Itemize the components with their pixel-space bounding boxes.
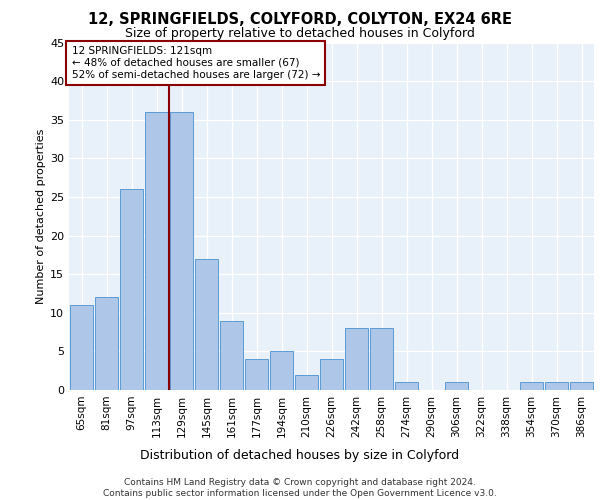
Text: Size of property relative to detached houses in Colyford: Size of property relative to detached ho… bbox=[125, 28, 475, 40]
Bar bbox=[345, 328, 368, 390]
Bar bbox=[95, 298, 118, 390]
Text: 12 SPRINGFIELDS: 121sqm
← 48% of detached houses are smaller (67)
52% of semi-de: 12 SPRINGFIELDS: 121sqm ← 48% of detache… bbox=[71, 46, 320, 80]
Bar bbox=[395, 382, 418, 390]
Bar bbox=[270, 352, 293, 390]
Text: Distribution of detached houses by size in Colyford: Distribution of detached houses by size … bbox=[140, 450, 460, 462]
Bar bbox=[520, 382, 543, 390]
Bar bbox=[295, 374, 318, 390]
Bar bbox=[70, 305, 93, 390]
Bar bbox=[120, 189, 143, 390]
Bar bbox=[370, 328, 393, 390]
Bar bbox=[220, 320, 243, 390]
Text: 12, SPRINGFIELDS, COLYFORD, COLYTON, EX24 6RE: 12, SPRINGFIELDS, COLYFORD, COLYTON, EX2… bbox=[88, 12, 512, 28]
Text: Contains HM Land Registry data © Crown copyright and database right 2024.
Contai: Contains HM Land Registry data © Crown c… bbox=[103, 478, 497, 498]
Bar bbox=[570, 382, 593, 390]
Bar bbox=[445, 382, 468, 390]
Bar bbox=[545, 382, 568, 390]
Bar bbox=[145, 112, 168, 390]
Bar bbox=[170, 112, 193, 390]
Bar bbox=[195, 258, 218, 390]
Bar bbox=[320, 359, 343, 390]
Y-axis label: Number of detached properties: Number of detached properties bbox=[36, 128, 46, 304]
Bar bbox=[245, 359, 268, 390]
